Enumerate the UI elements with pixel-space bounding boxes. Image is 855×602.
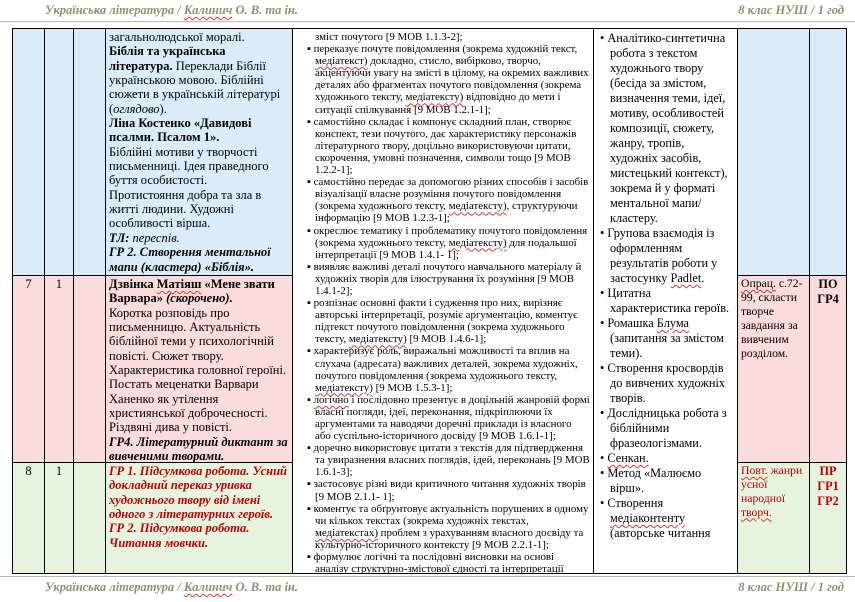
results-item: застосовує різні види критичного читання… <box>297 478 590 502</box>
notes-line: ГР2 <box>817 493 839 508</box>
notes-line: ПР <box>819 464 837 478</box>
date-cell <box>74 29 106 276</box>
results-item: переказує почуте повідомлення (зокрема х… <box>297 43 590 116</box>
activity-item: Дослідницька робота з біблійними фразеол… <box>598 406 735 451</box>
topic-paragraph: Коротка розповідь про письменницю. Актуа… <box>109 305 274 363</box>
topic-paragraph: ГР4. Літературний диктант за вивченими т… <box>109 434 288 463</box>
notes-cell-row1 <box>810 29 847 276</box>
notes-line: ПО <box>818 277 838 291</box>
topic-paragraph: Характеристика головної героїні. Постать… <box>109 363 287 421</box>
results-item: розпізнає основні факти і судження про н… <box>297 297 590 345</box>
topic-cell-row8: ГР 1. Підсумкова робота. Усний докладний… <box>106 463 293 574</box>
topic-paragraph: загальнолюдської моралі. <box>109 30 245 44</box>
topic-cell-row1: загальнолюдської моралі. Біблія та украї… <box>106 29 293 276</box>
topic-paragraph: Протистояння добра та зла в житті людини… <box>109 187 262 231</box>
topic-paragraph: Біблійні мотиви у творчості письменниці.… <box>109 144 269 188</box>
topic-paragraph: ГР 1. Підсумкова робота. Усний докладний… <box>109 464 288 522</box>
topic-paragraph: ГР 2. Створення ментальної мапи (кластер… <box>109 245 271 274</box>
hours-cell <box>45 29 74 276</box>
lesson-number-cell <box>13 29 45 276</box>
lesson-number-cell: 8 <box>13 463 45 574</box>
results-item: виявляє важливі деталі почутого навчальн… <box>297 261 590 297</box>
lesson-number-cell: 7 <box>13 276 45 463</box>
page-footer-right: 8 клас НУШ / 1 год <box>738 580 844 594</box>
activity-item: Сенкан. <box>598 451 735 466</box>
activity-item: Створення кросвордів до вивчених художні… <box>598 361 735 406</box>
homework-cell-row8: Повт. жанри усної народної творч. <box>738 463 810 574</box>
activity-item: Створення медіаконтенту (авторське читан… <box>598 496 735 541</box>
expected-results-cell: зміст почутого [9 МОВ 1.1.3-2]; переказу… <box>293 29 594 574</box>
notes-cell-row7: ПО ГР4 <box>810 276 847 463</box>
notes-cell-row8: ПР ГР1 ГР2 <box>810 463 847 574</box>
results-item: характеризує роль, виражальні можливості… <box>297 345 590 393</box>
results-item: логічно і послідовно презентує в доцільн… <box>297 394 590 442</box>
page-header-left: Українська література / Калинич О. В. та… <box>45 3 298 17</box>
results-item: доречно використовує цитати з текстів дл… <box>297 442 590 478</box>
notes-line: ГР4 <box>817 291 839 306</box>
curriculum-table: загальнолюдської моралі. Біблія та украї… <box>12 28 847 574</box>
results-item: самостійно передає за допомогою різних с… <box>297 176 590 224</box>
notes-line: ГР1 <box>817 478 839 493</box>
topic-paragraph: ГР 2. Підсумкова робота. Читання мовчки. <box>109 521 250 550</box>
homework-cell-row1 <box>738 29 810 276</box>
results-item: формулює логічні та послідовні висновки … <box>297 551 590 573</box>
footer-rule <box>0 576 855 577</box>
topic-paragraph: Ліна Костенко «Давидові псалми. Псалом 1… <box>109 116 252 145</box>
header-rule <box>0 21 855 22</box>
results-item: коментує та обґрунтовує актуальність пор… <box>297 503 590 551</box>
activity-item: Цитатна характеристика героїв. <box>598 286 735 316</box>
results-intro-line: зміст почутого [9 МОВ 1.1.3-2]; <box>315 31 463 43</box>
homework-cell-row7: Опрац. с.72-99, скласти творче завдання … <box>738 276 810 463</box>
page-footer-left: Українська література / Калинич О. В. та… <box>45 580 298 594</box>
hours-cell: 1 <box>45 276 74 463</box>
page-header-right: 8 клас НУШ / 1 год <box>738 3 844 17</box>
activities-cell: Аналітико-синтетична робота з текстом ху… <box>594 29 738 574</box>
activity-item: Ромашка Блума (запитання за змістом теми… <box>598 316 735 361</box>
results-item: самостійно складає і компонує складний п… <box>297 116 590 176</box>
date-cell <box>74 463 106 574</box>
topic-cell-row7: Дзвінка Матіяш «Мене звати Варвара» (ско… <box>106 276 293 463</box>
activity-item: Групова взаємодія із оформленням результ… <box>598 226 735 286</box>
topic-paragraph: Біблія та українська література. Перекла… <box>109 44 281 116</box>
activity-item: Метод «Малюємо вірш». <box>598 466 735 496</box>
hours-cell: 1 <box>45 463 74 574</box>
activity-item: Аналітико-синтетична робота з текстом ху… <box>598 31 735 226</box>
topic-paragraph: ТЛ: переспів. <box>109 230 180 245</box>
date-cell <box>74 276 106 463</box>
results-item: окреслює тематику і проблематику почутог… <box>297 225 590 261</box>
topic-paragraph: Дзвінка Матіяш «Мене звати Варвара» (ско… <box>109 277 275 306</box>
topic-paragraph: Різдвяні дива у повісті. <box>109 420 233 435</box>
